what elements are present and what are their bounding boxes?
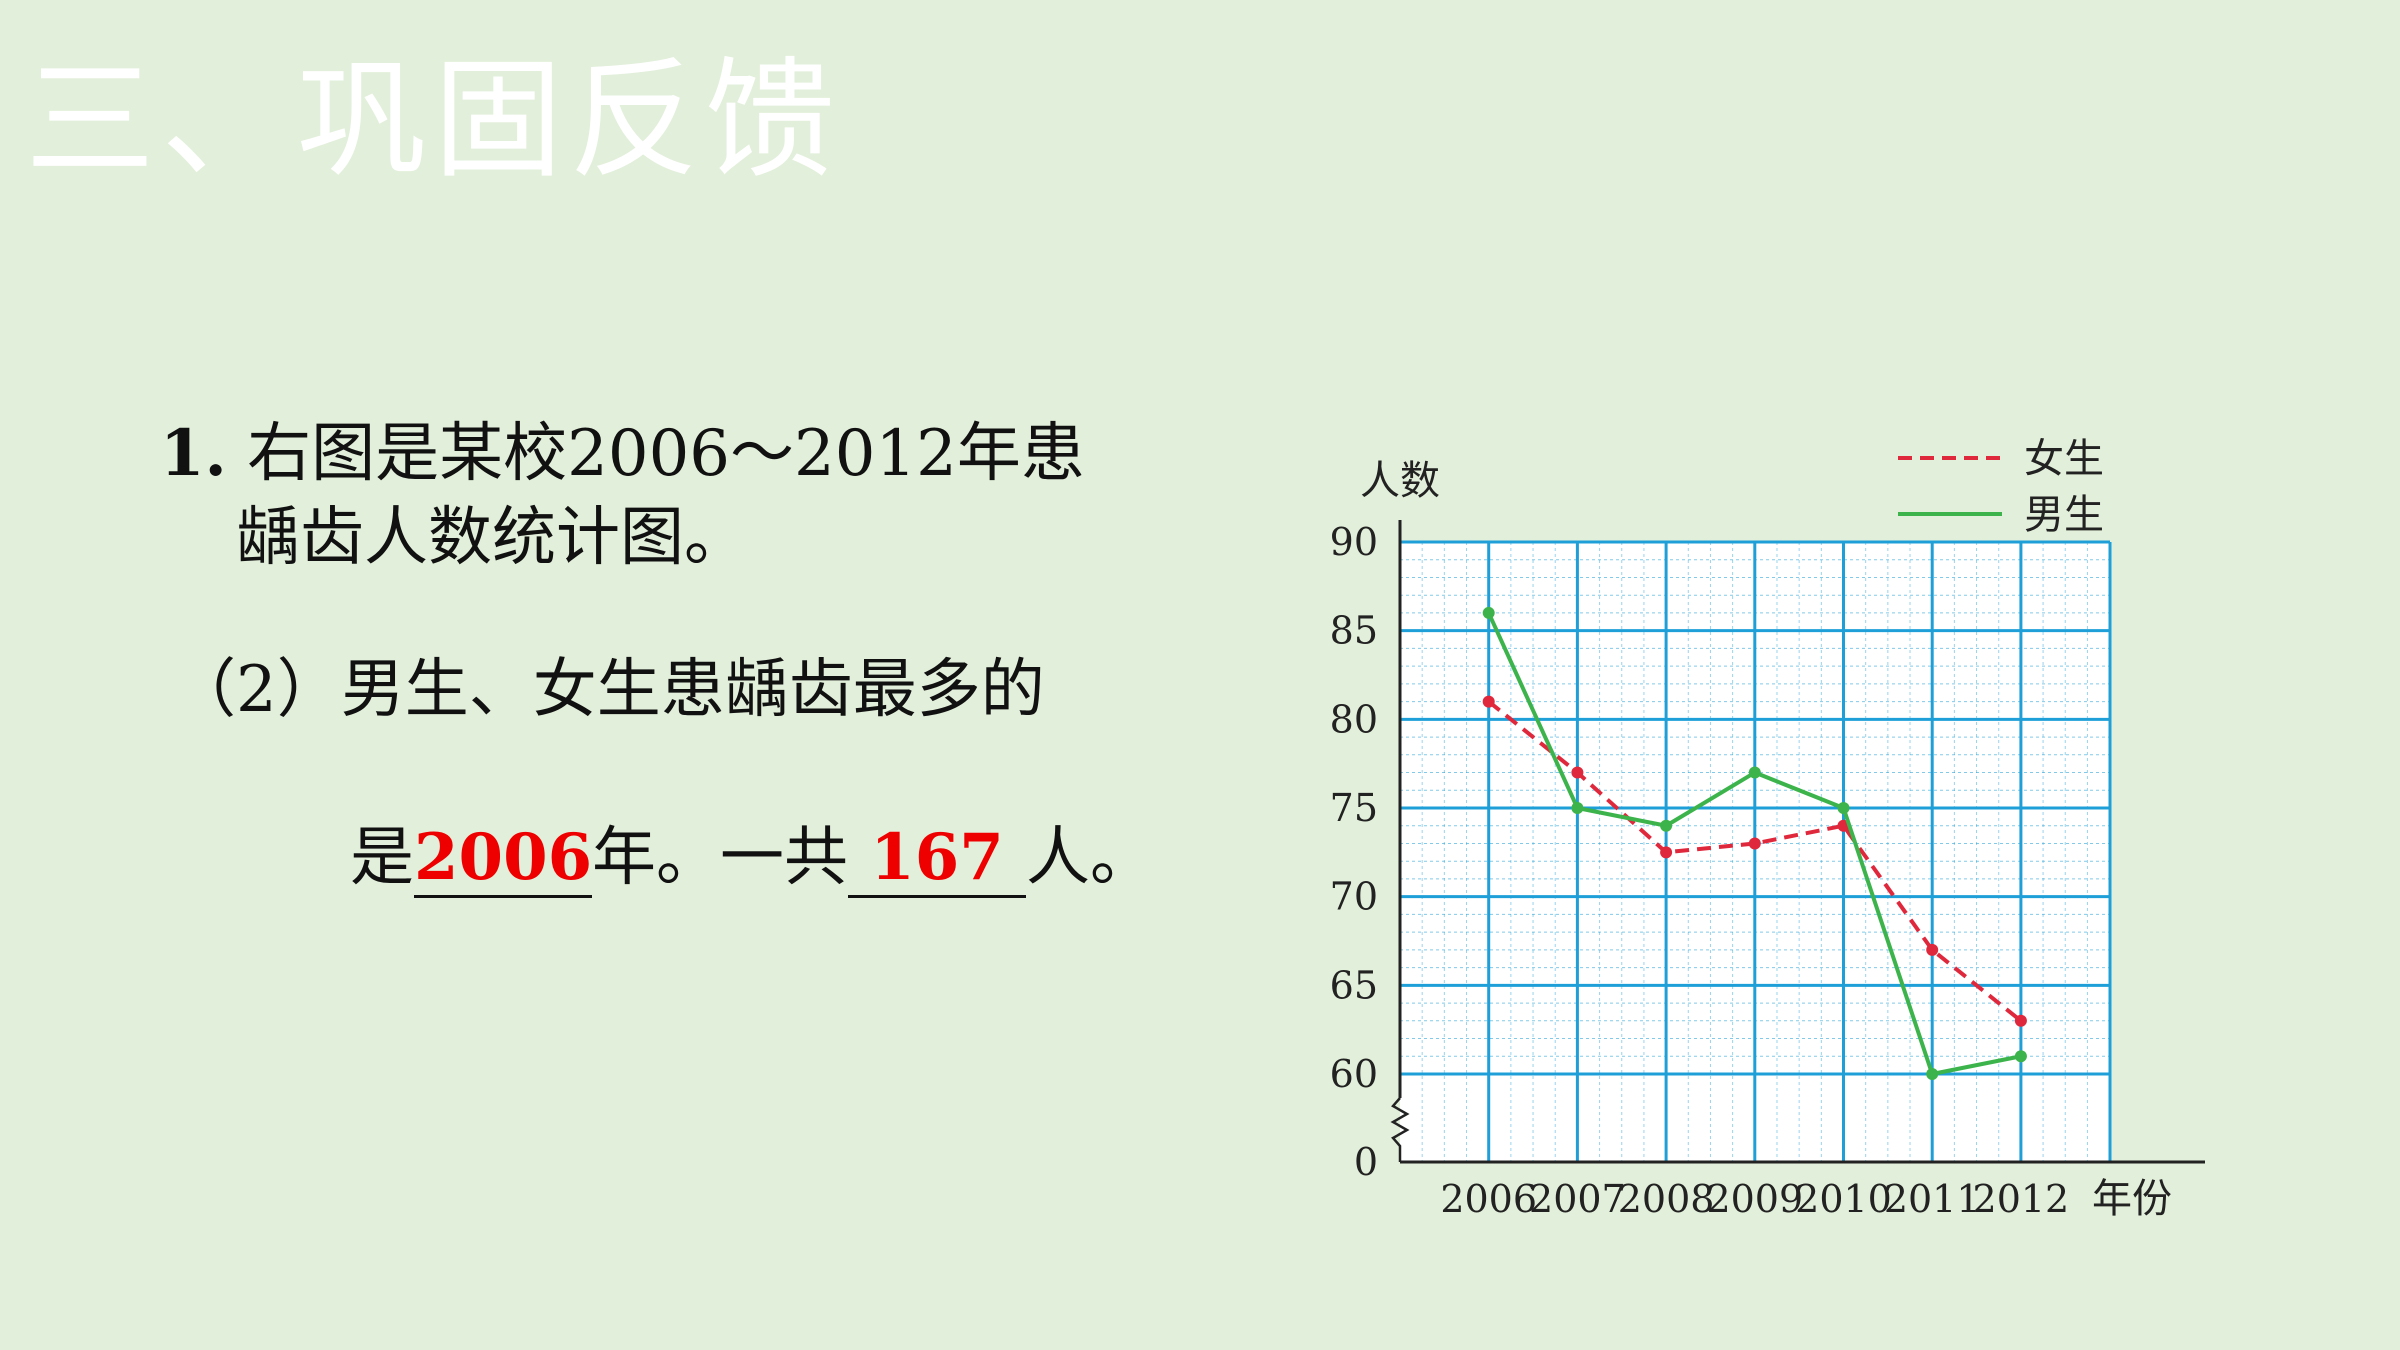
subquestion-suffix: 人。 — [1026, 821, 1154, 895]
slide-title: 三、巩固反馈 — [25, 44, 842, 196]
data-point — [1926, 1068, 1939, 1080]
data-point — [2014, 1050, 2027, 1063]
x-tick-label: 2008 — [1618, 1177, 1715, 1221]
question-line-2: 龋齿人数统计图。 — [236, 498, 748, 578]
x-tick-label: 2012 — [1973, 1177, 2070, 1221]
legend-label: 男生 — [2024, 492, 2104, 538]
chart-y-ticks: 0 60 65 70 75 80 85 90 — [1330, 520, 1378, 1184]
subquestion-line-2: 是2006年。一共 167 人。 — [350, 818, 1154, 898]
data-point — [1837, 802, 1850, 814]
data-point — [1748, 766, 1761, 779]
data-point — [1571, 802, 1584, 814]
question-text-1: 右图是某校2006～2012年患 — [247, 417, 1085, 491]
axis-break-mark — [1390, 1097, 1410, 1162]
data-point — [1660, 819, 1673, 832]
y-tick-label: 70 — [1330, 875, 1378, 919]
y-axis-label: 人数 — [1360, 458, 1440, 504]
chart-series — [1482, 606, 2027, 1080]
subquestion-line-1: （2）男生、女生患龋齿最多的 — [172, 650, 1045, 730]
chart-axes — [1390, 520, 2205, 1164]
data-point — [1748, 837, 1761, 850]
subquestion-prefix: 是 — [350, 821, 414, 895]
question-text-2: 龋齿人数统计图。 — [236, 501, 748, 575]
data-point — [1926, 943, 1939, 956]
x-tick-label: 2006 — [1440, 1177, 1537, 1221]
subquestion-text: （2）男生、女生患龋齿最多的 — [172, 653, 1045, 727]
x-tick-label: 2011 — [1884, 1177, 1981, 1221]
y-tick-label: 85 — [1330, 609, 1378, 653]
x-tick-label: 2010 — [1795, 1177, 1892, 1221]
question-line-1: 1. 右图是某校2006～2012年患 — [160, 414, 1085, 494]
y-tick-label: 75 — [1330, 786, 1378, 830]
x-axis-label: 年份 — [2092, 1176, 2172, 1222]
subquestion-mid: 年。一共 — [592, 821, 848, 895]
data-point — [2014, 1014, 2027, 1027]
data-point — [1660, 846, 1673, 859]
legend-label: 女生 — [2024, 436, 2104, 482]
y-tick-label: 65 — [1330, 963, 1378, 1007]
y-tick-label: 60 — [1330, 1052, 1378, 1096]
x-tick-label: 2009 — [1706, 1177, 1803, 1221]
data-point — [1482, 606, 1495, 619]
x-tick-label: 2007 — [1529, 1177, 1626, 1221]
answer-blank-count: 167 — [848, 821, 1026, 898]
chart-major-grid — [1400, 540, 2112, 1162]
y-tick-label: 0 — [1354, 1140, 1378, 1184]
question-number: 1. — [160, 416, 227, 491]
y-tick-label: 80 — [1330, 697, 1378, 741]
answer-blank-year: 2006 — [414, 821, 592, 898]
y-tick-label: 90 — [1330, 520, 1378, 564]
data-point — [1571, 766, 1584, 779]
data-point — [1482, 695, 1495, 708]
